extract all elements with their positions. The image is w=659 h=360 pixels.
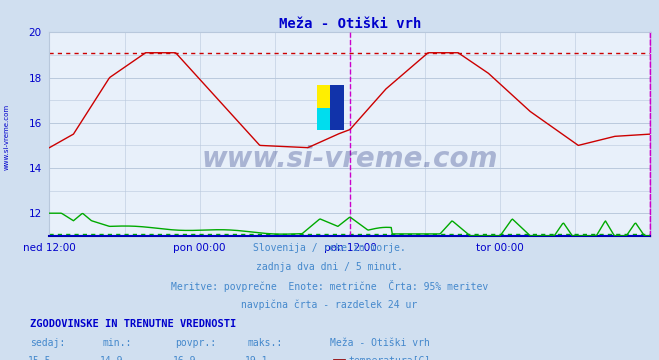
Text: navpična črta - razdelek 24 ur: navpična črta - razdelek 24 ur bbox=[241, 299, 418, 310]
Text: povpr.:: povpr.: bbox=[175, 338, 215, 348]
Text: sedaj:: sedaj: bbox=[30, 338, 65, 348]
Text: temperatura[C]: temperatura[C] bbox=[348, 356, 430, 360]
Text: maks.:: maks.: bbox=[247, 338, 282, 348]
Text: www.si-vreme.com: www.si-vreme.com bbox=[202, 144, 498, 172]
Title: Meža - Otiški vrh: Meža - Otiški vrh bbox=[279, 17, 421, 31]
Text: 15,5: 15,5 bbox=[28, 356, 51, 360]
Text: ZGODOVINSKE IN TRENUTNE VREDNOSTI: ZGODOVINSKE IN TRENUTNE VREDNOSTI bbox=[30, 319, 236, 329]
Text: 19,1: 19,1 bbox=[245, 356, 269, 360]
Text: min.:: min.: bbox=[102, 338, 132, 348]
Text: zadnja dva dni / 5 minut.: zadnja dva dni / 5 minut. bbox=[256, 262, 403, 272]
Text: Meritve: povprečne  Enote: metrične  Črta: 95% meritev: Meritve: povprečne Enote: metrične Črta:… bbox=[171, 280, 488, 292]
Text: 14,9: 14,9 bbox=[100, 356, 124, 360]
Text: Slovenija / reke in morje.: Slovenija / reke in morje. bbox=[253, 243, 406, 253]
Text: 16,9: 16,9 bbox=[173, 356, 196, 360]
Text: www.si-vreme.com: www.si-vreme.com bbox=[3, 104, 10, 170]
Text: Meža - Otiški vrh: Meža - Otiški vrh bbox=[330, 338, 430, 348]
